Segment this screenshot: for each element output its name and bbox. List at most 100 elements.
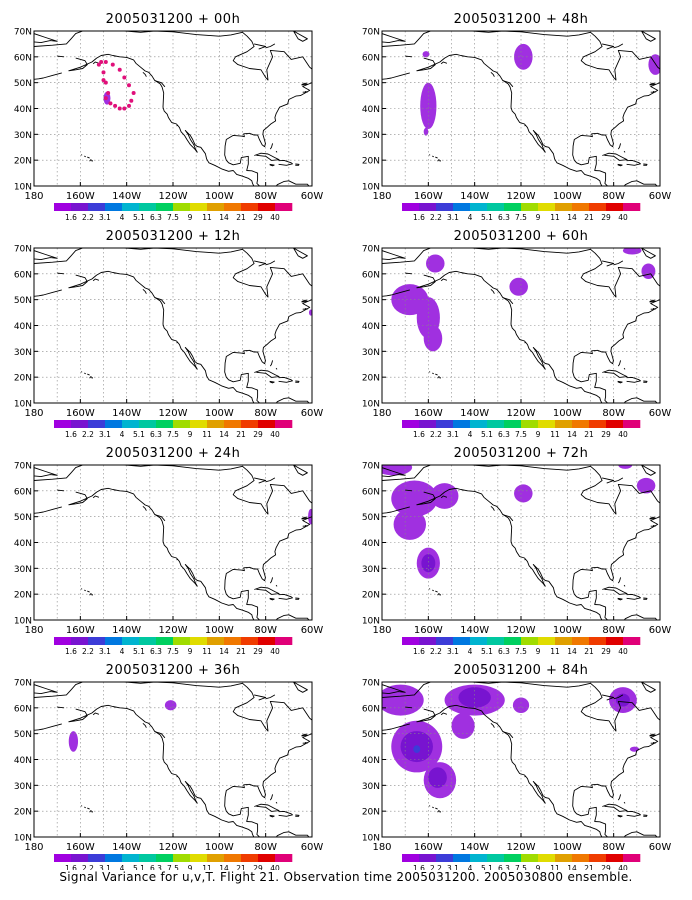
coastline [626,810,641,817]
coastline [301,516,308,520]
colorbar-swatch [606,854,624,862]
y-tick-label: 70N [362,28,380,38]
y-tick-label: 40N [14,756,32,766]
coastline [626,593,641,600]
coastline [440,495,448,499]
colorbar-level-label: 9 [188,430,193,439]
observation-point [117,106,122,111]
coastline [84,155,86,158]
coastline [89,593,93,596]
x-tick-label: 160W [414,408,443,419]
coastline [641,682,656,693]
coastline [92,278,100,282]
coastline [87,807,90,810]
coastline [626,159,641,166]
y-tick-label: 60N [14,270,32,280]
colorbar-swatch [555,854,573,862]
colorbar-level-label: 21 [584,430,594,439]
colorbar-level-label: 2.2 [430,647,442,656]
colorbar-level-label: 6.3 [150,864,162,870]
coastline [602,586,628,595]
x-tick-label: 160W [66,191,95,202]
colorbar-swatch [419,203,437,211]
coastline [416,270,603,403]
coastline [662,79,677,91]
colorbar-level-label: 21 [236,647,246,656]
x-tick-label: 160W [66,625,95,636]
colorbar-level-label: 11 [550,647,560,656]
colorbar-level-label: 11 [202,430,212,439]
coastline [623,150,626,153]
coastline [142,288,147,294]
coastline [437,376,441,379]
observation-point [110,62,115,67]
observation-point [103,60,108,64]
x-tick-label: 140W [460,842,489,853]
variance-region [629,746,640,752]
x-tick-label: 140W [112,842,141,853]
colorbar-level-label: 11 [202,213,212,222]
coastline [92,61,100,65]
colorbar-swatch [224,203,242,211]
coastline [623,367,626,370]
colorbar-level-label: 4 [120,213,125,222]
x-tick-label: 140W [460,408,489,419]
colorbar-swatch [572,203,590,211]
colorbar-swatch [190,420,208,428]
colorbar-swatch [521,854,539,862]
x-tick-label: 180 [24,625,43,636]
coastline [617,380,623,384]
colorbar-swatch [521,203,539,211]
coastline [254,477,267,484]
colorbar-level-label: 40 [270,213,280,222]
coastline [649,733,656,737]
coastline [382,289,410,297]
y-tick-label: 30N [14,348,32,358]
coastline [641,465,656,476]
y-tick-label: 40N [14,322,32,332]
coastline [382,465,660,620]
coastline [68,53,255,186]
colorbar-level-label: 4 [468,864,473,870]
panel-title: 2005031200 + 48h [454,12,589,27]
colorbar-swatch [224,637,242,645]
coastline [613,43,624,49]
colorbar: 1.6 2.2 3.1 4 5.1 6.3 7.5 9 11 14 21 29 40 [54,420,293,439]
colorbar-swatch [71,637,89,645]
colorbar-swatch [623,420,641,428]
y-tick-label: 50N [14,79,32,89]
colorbar-swatch [623,203,641,211]
y-tick-label: 10N [362,183,380,193]
coastline [314,296,329,308]
y-tick-label: 20N [14,374,32,384]
coastline [154,731,166,739]
figure-caption: Signal Variance for u,v,T. Flight 21. Ob… [59,870,633,884]
colorbar-swatch [275,637,293,645]
colorbar: 1.6 2.2 3.1 4 5.1 6.3 7.5 9 11 14 21 29 40 [402,203,641,222]
y-tick-label: 70N [14,462,32,472]
coastline [416,487,603,620]
coastline [602,369,628,378]
coastline [502,80,514,88]
colorbar-level-label: 6.3 [498,864,510,870]
colorbar-swatch [275,203,293,211]
colorbar-level-label: 9 [188,647,193,656]
y-tick-label: 10N [14,834,32,844]
colorbar-level-label: 5.1 [481,647,493,656]
x-tick-label: 160W [414,625,443,636]
coastline [382,250,406,261]
panel-title: 2005031200 + 00h [106,12,241,27]
y-tick-label: 10N [14,183,32,193]
coastline [87,373,90,376]
y-tick-label: 10N [362,400,380,410]
coastline [405,272,413,275]
coastline [428,371,431,373]
map-panel-3: 2005031200 + 36h 10N 20N 30N 40N 50N 60N 70N 180… [14,663,324,870]
x-tick-label: 80W [602,408,625,419]
coastline [293,248,308,259]
colorbar-swatch [156,203,174,211]
colorbar-swatch [275,420,293,428]
colorbar: 1.6 2.2 3.1 4 5.1 6.3 7.5 9 11 14 21 29 40 [402,854,641,870]
coastline [382,723,410,731]
coastline [68,487,255,620]
